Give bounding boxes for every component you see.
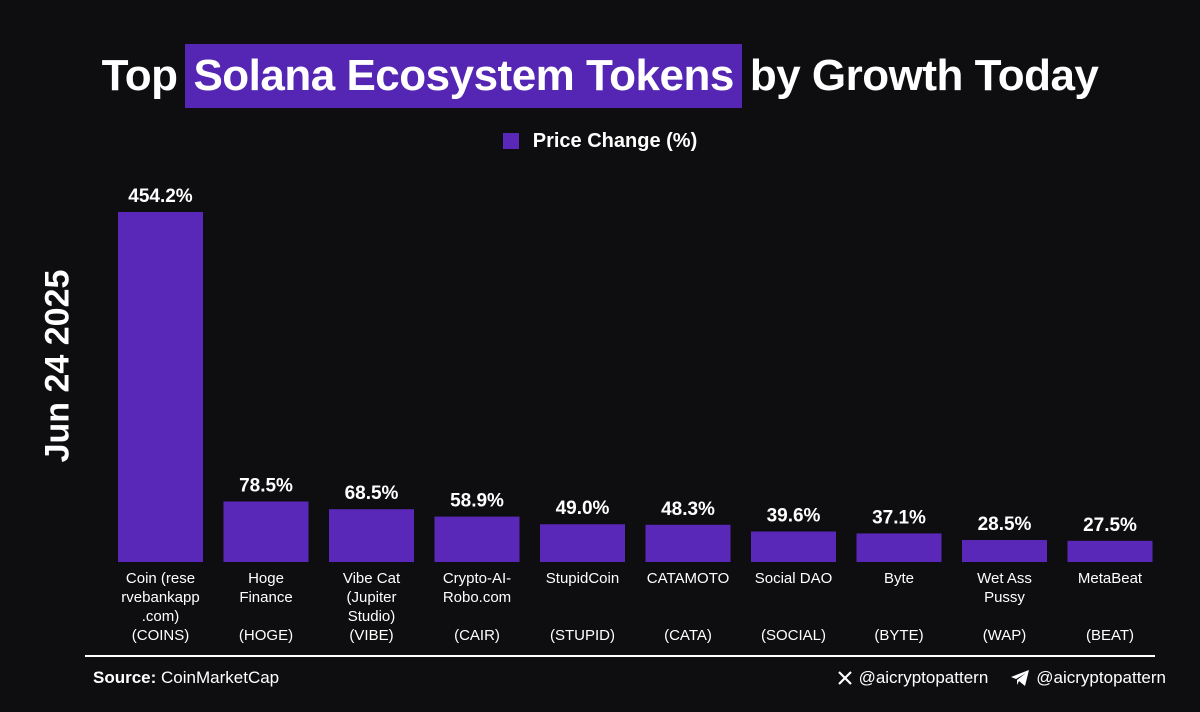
chart-title: Top Solana Ecosystem Tokens by Growth To…	[0, 40, 1200, 112]
category-name-label: Coin (rese	[126, 570, 195, 587]
legend-swatch	[502, 133, 519, 149]
category-symbol-label: (BYTE)	[874, 627, 923, 644]
title-suffix: by Growth Today	[749, 51, 1099, 100]
category-name-label: Studio)	[348, 608, 396, 625]
category-symbol-label: (CAIR)	[454, 627, 500, 644]
x-handle-text: @aicryptopattern	[858, 668, 989, 687]
source-label: Source:	[93, 668, 157, 687]
bar	[751, 531, 836, 562]
bar	[856, 533, 942, 562]
source-credit: Source: CoinMarketCap	[93, 668, 279, 688]
title-prefix: Top	[101, 51, 178, 100]
bar-value-label: 37.1%	[872, 507, 926, 528]
category-name-label: Hoge	[248, 570, 284, 587]
category-name-label: Robo.com	[443, 589, 511, 606]
category-name-label: MetaBeat	[1078, 570, 1143, 587]
bar-value-label: 48.3%	[661, 499, 715, 520]
bar-value-label: 58.9%	[450, 491, 504, 512]
source-value: CoinMarketCap	[161, 668, 280, 687]
bar-value-label: 78.5%	[239, 476, 293, 497]
category-symbol-label: (HOGE)	[239, 627, 293, 644]
bar-value-label: 28.5%	[978, 514, 1032, 535]
telegram-handle[interactable]: @aicryptopattern	[1010, 668, 1166, 688]
bar	[1067, 540, 1153, 562]
x-logo-icon	[837, 670, 853, 686]
category-symbol-label: (WAP)	[983, 627, 1027, 644]
telegram-handle-text: @aicryptopattern	[1036, 668, 1166, 687]
category-symbol-label: (COINS)	[132, 627, 190, 644]
category-name-label: Finance	[239, 589, 292, 606]
bar	[329, 509, 414, 562]
bar-value-label: 49.0%	[556, 498, 610, 519]
category-name-label: .com)	[142, 608, 180, 625]
category-symbol-label: (VIBE)	[349, 627, 393, 644]
bar	[645, 524, 731, 562]
category-name-label: CATAMOTO	[647, 570, 730, 587]
bar	[118, 212, 203, 562]
social-handles: @aicryptopattern @aicryptopattern	[815, 668, 1166, 688]
bar	[434, 516, 520, 562]
category-symbol-label: (BEAT)	[1086, 627, 1134, 644]
category-symbol-label: (CATA)	[664, 627, 712, 644]
bar-value-label: 454.2%	[128, 186, 193, 207]
title-highlight: Solana Ecosystem Tokens	[185, 44, 742, 108]
category-name-label: rvebankapp	[121, 589, 199, 606]
bar	[223, 501, 309, 562]
bar-value-label: 27.5%	[1083, 515, 1137, 536]
category-name-label: Social DAO	[755, 570, 833, 587]
legend-label: Price Change (%)	[532, 129, 698, 152]
category-symbol-label: (SOCIAL)	[761, 627, 826, 644]
bar-value-label: 39.6%	[767, 505, 821, 526]
category-name-label: Byte	[884, 570, 914, 587]
legend: Price Change (%)	[0, 126, 1200, 156]
telegram-icon	[1010, 669, 1030, 687]
bar-value-label: 68.5%	[345, 483, 399, 504]
footer-divider	[85, 655, 1155, 657]
category-name-label: Pussy	[984, 589, 1025, 606]
category-name-label: Vibe Cat	[343, 570, 401, 587]
category-name-label: (Jupiter	[346, 589, 396, 606]
x-handle[interactable]: @aicryptopattern	[837, 668, 989, 688]
category-name-label: StupidCoin	[546, 570, 619, 587]
category-name-label: Wet Ass	[977, 570, 1032, 587]
category-symbol-label: (STUPID)	[550, 627, 615, 644]
bar	[540, 524, 625, 562]
category-name-label: Crypto-AI-	[443, 570, 511, 587]
bar	[962, 540, 1047, 562]
